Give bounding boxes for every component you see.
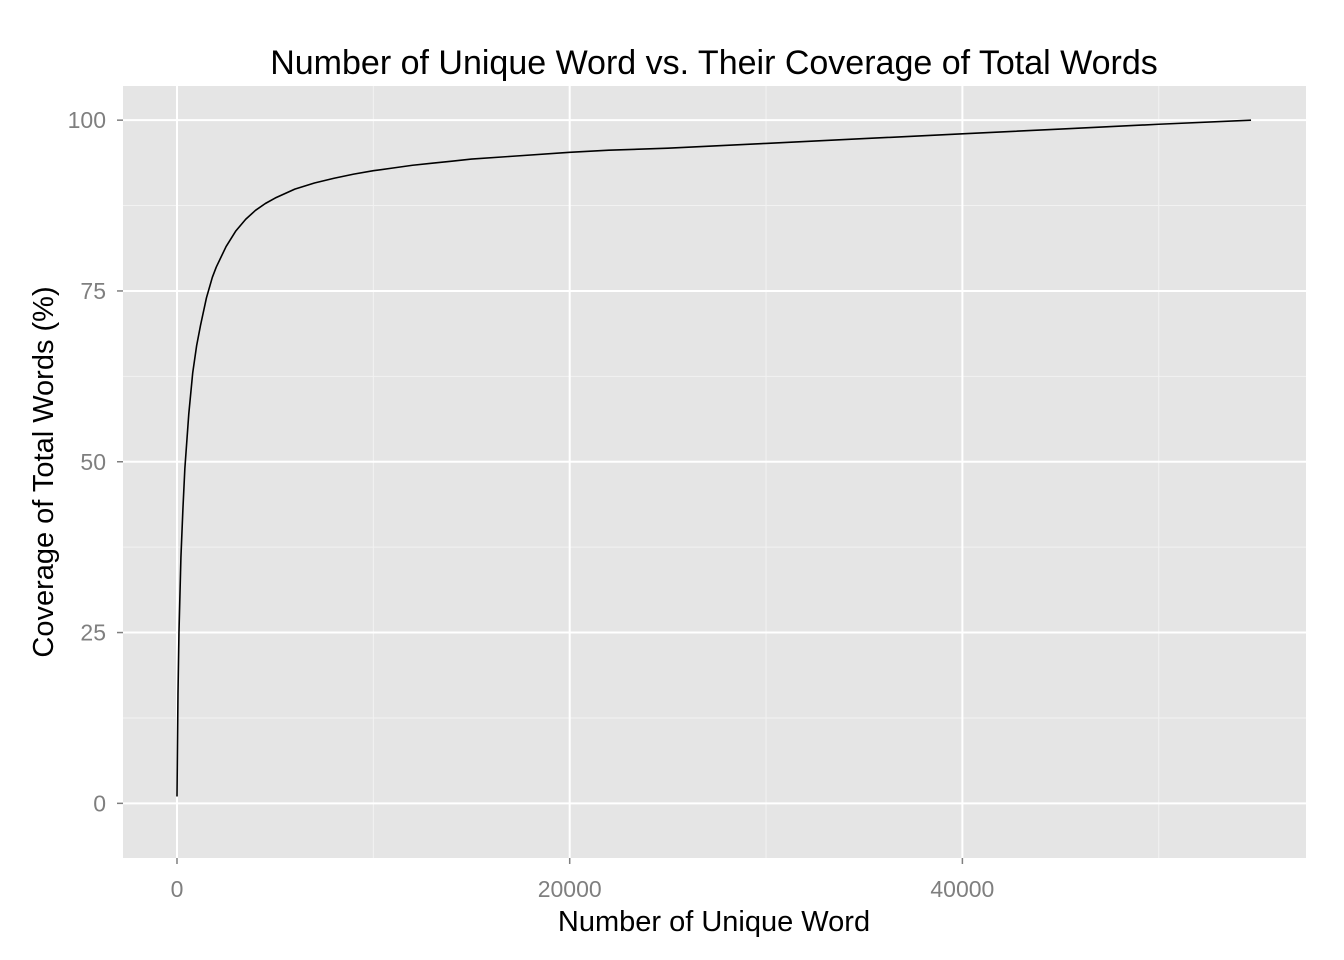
x-axis-title: Number of Unique Word — [558, 906, 870, 938]
grid-minor-lines — [123, 86, 1306, 858]
x-tick-label: 20000 — [538, 876, 602, 902]
coverage-line — [176, 119, 1252, 797]
chart-title: Number of Unique Word vs. Their Coverage… — [270, 44, 1158, 82]
x-tick-label: 40000 — [930, 876, 994, 902]
y-axis: 0 25 50 75 100 — [68, 107, 123, 816]
y-axis-title: Coverage of Total Words (%) — [28, 286, 60, 657]
x-tick-label: 0 — [171, 876, 184, 902]
plot-panel — [123, 86, 1306, 858]
y-tick-label: 75 — [80, 278, 106, 304]
series-layer — [176, 119, 1252, 797]
y-tick-label: 25 — [80, 620, 106, 646]
grid-major-lines — [123, 86, 1306, 858]
y-tick-label: 100 — [68, 107, 106, 133]
y-tick-label: 0 — [93, 790, 106, 816]
y-tick-label: 50 — [80, 449, 106, 475]
x-axis: 0 20000 40000 — [171, 858, 994, 902]
